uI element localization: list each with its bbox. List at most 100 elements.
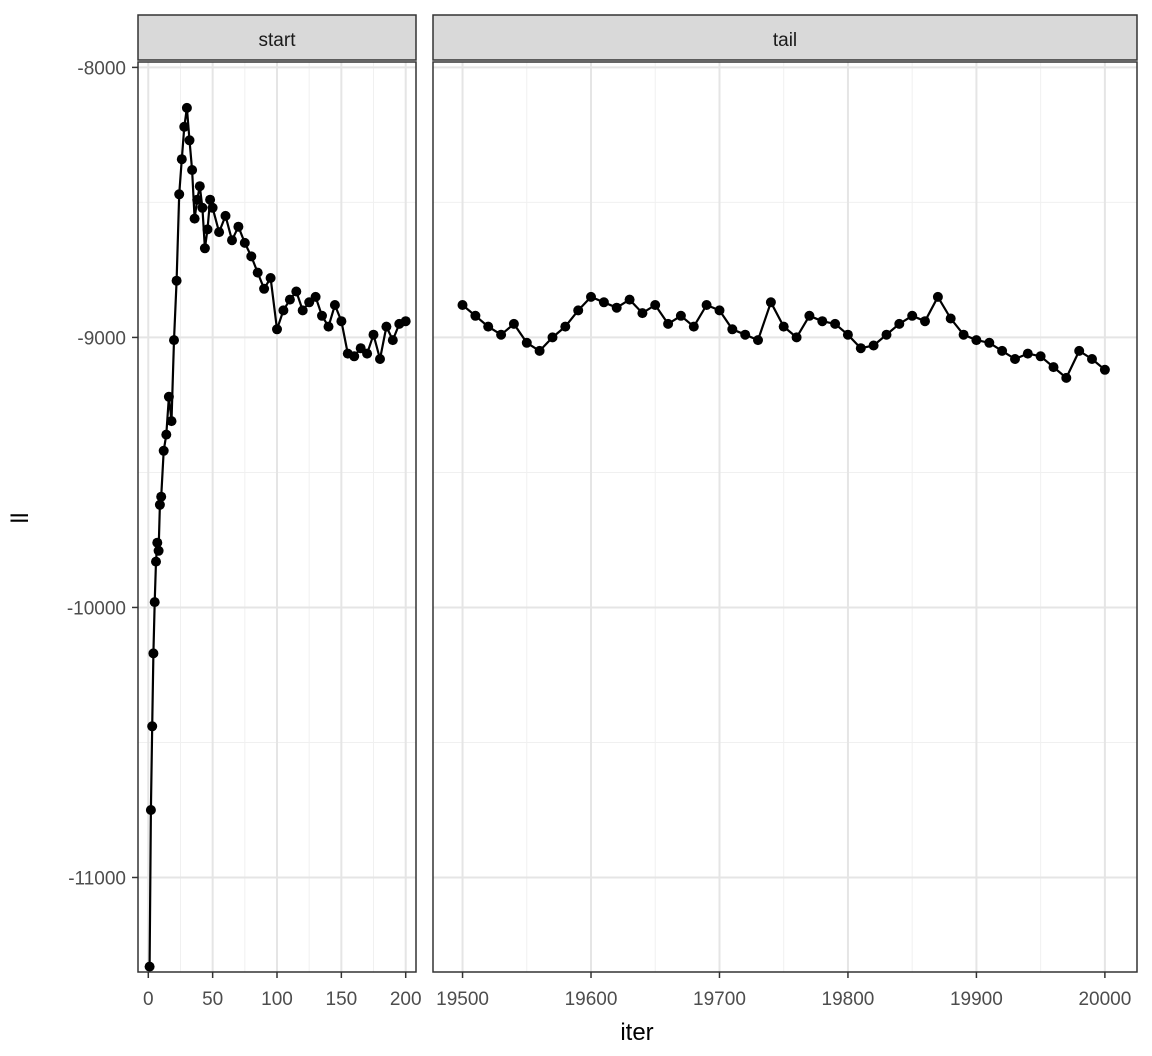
data-point [153,545,164,556]
data-point [1022,348,1033,359]
data-point [259,283,270,294]
data-point [637,308,648,319]
y-tick-label: -8000 [77,58,126,79]
data-point [624,294,635,305]
data-point [521,337,532,348]
data-point [207,202,218,213]
data-point [650,300,661,310]
data-point [156,491,167,502]
x-tick-label: 19800 [822,989,875,1010]
x-tick-label: 50 [202,989,223,1010]
data-point [400,316,411,327]
data-point [381,321,392,332]
data-point [830,318,841,329]
data-point [252,267,263,278]
data-point [199,243,210,254]
data-point [560,321,571,332]
data-point [349,351,360,362]
data-point [1074,345,1085,356]
data-point [176,154,187,165]
data-point [1087,354,1097,364]
strip-label: start [259,30,297,51]
data-point [984,337,995,348]
strip-background [432,14,1138,61]
data-point [470,310,481,321]
data-point [817,316,828,327]
data-point [158,445,169,456]
data-point [907,310,918,321]
data-point [971,335,982,346]
data-point [868,340,879,351]
panel-start: start 0 50 100 150 200 [137,14,422,1010]
data-point [171,275,182,286]
data-point [611,302,622,313]
data-point [688,321,699,332]
data-point [727,324,738,335]
data-point [842,329,853,340]
data-point [317,310,327,321]
data-point [765,297,776,308]
data-point [791,332,802,343]
x-tick-label: 19600 [565,989,618,1010]
data-point [778,321,789,332]
data-point [197,202,208,213]
data-point [181,102,192,113]
data-point [586,291,596,302]
data-point [166,416,177,427]
data-point [958,329,969,340]
data-point [483,321,494,332]
data-point [997,345,1008,356]
data-point [291,286,302,297]
data-point [214,227,225,238]
series-line-start [148,106,407,967]
data-point [714,305,725,316]
data-point [151,556,161,567]
x-tick-label: 20000 [1078,989,1131,1010]
data-point [154,499,165,510]
data-point [945,313,956,324]
y-tick-label: -10000 [67,598,126,619]
data-point [148,648,159,659]
x-axis-title: iter [620,1019,653,1046]
data-point [174,189,185,200]
data-point [278,305,289,316]
data-point [329,300,340,310]
data-point [187,165,198,175]
data-point [701,300,712,310]
data-point [246,251,257,262]
data-point [1048,362,1059,373]
data-point [740,329,751,340]
data-point [598,297,609,308]
data-point [496,329,507,340]
data-point [169,335,179,346]
x-tick-label: 19700 [693,989,746,1010]
data-point [189,213,200,224]
x-tick-label: 200 [390,989,422,1010]
data-point [547,332,558,343]
data-point [894,318,905,329]
strip-background [137,14,417,61]
data-point [920,316,930,327]
data-point [310,291,321,302]
data-point [184,135,195,146]
data-point [202,224,213,235]
panel-tail: tail 19500 19600 19700 19800 19900 20000 [432,14,1138,1010]
data-point [336,316,347,327]
data-point [457,300,468,310]
data-point [932,291,943,302]
data-point [663,318,674,329]
data-point [284,294,295,305]
data-point [227,235,237,246]
data-point [297,305,308,316]
data-point [804,310,815,321]
data-point [161,429,172,440]
data-point [323,321,334,332]
strip-label: tail [773,30,797,51]
data-point [1061,372,1072,383]
data-point [194,181,205,192]
data-point [147,721,158,732]
data-point [573,305,584,316]
data-point [368,329,379,340]
data-point [220,210,231,221]
